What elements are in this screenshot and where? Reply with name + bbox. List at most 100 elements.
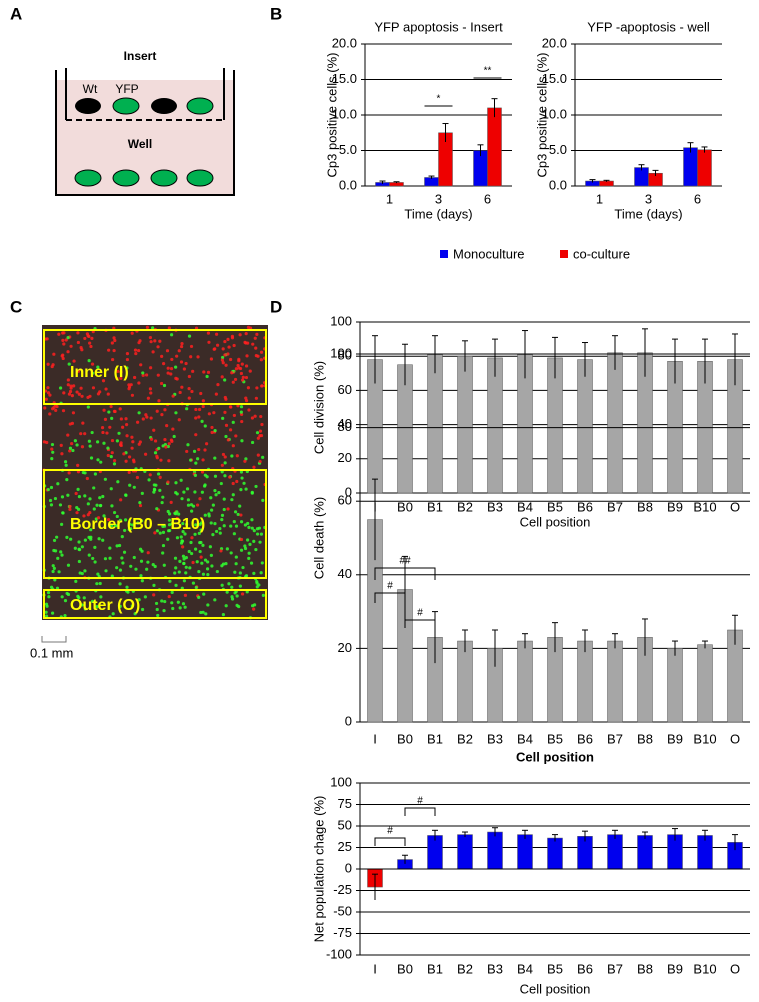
cell-dot	[170, 522, 174, 526]
cell-dot	[254, 396, 258, 400]
cell-dot	[220, 513, 225, 517]
chart-title: YFP apoptosis - Insert	[374, 19, 503, 34]
cell-dot	[161, 530, 166, 534]
cell-dot	[67, 471, 71, 475]
cell-dot	[221, 347, 225, 351]
cell-dot	[158, 531, 162, 535]
cell-dot	[167, 459, 171, 463]
cell-dot	[167, 518, 172, 522]
cell-dot	[162, 383, 167, 388]
cell-dot	[61, 338, 65, 342]
cell-dot	[166, 480, 170, 484]
cell-dot	[72, 384, 76, 388]
y-tick-label: 0.0	[549, 177, 567, 192]
bar	[637, 835, 653, 870]
cell-dot	[152, 483, 156, 487]
cell-dot	[258, 434, 262, 438]
y-tick-label: 10.0	[542, 106, 567, 121]
cell-dot	[73, 439, 77, 443]
cell-dot	[229, 405, 233, 409]
x-tick-label: B5	[547, 499, 563, 514]
cell-dot	[202, 370, 206, 374]
cell-dot	[173, 556, 178, 560]
panel-label: D	[270, 297, 282, 316]
cell-dot	[147, 478, 151, 482]
cell-dot	[221, 562, 226, 566]
cell-dot	[166, 444, 170, 449]
cell-dot	[76, 340, 80, 345]
cell-dot	[234, 562, 238, 566]
cell-dot	[115, 544, 119, 548]
cell-dot	[239, 520, 244, 524]
cell-dot	[207, 512, 211, 516]
cell-dot	[120, 535, 124, 539]
cell-dot	[149, 366, 153, 370]
cell-dot	[76, 331, 80, 335]
yfp-cell	[186, 169, 214, 187]
cell-dot	[125, 422, 129, 427]
cell-dot	[223, 353, 227, 357]
cell-dot	[110, 451, 114, 455]
cell-dot	[182, 367, 186, 371]
cell-dot	[222, 524, 226, 528]
scale-bar	[41, 636, 67, 643]
cell-dot	[245, 590, 249, 594]
cell-dot	[220, 517, 224, 522]
cell-dot	[151, 326, 155, 330]
y-tick-label: 10.0	[332, 106, 357, 121]
y-tick-label: -100	[326, 946, 352, 961]
significance-bracket	[374, 592, 406, 603]
cell-dot	[110, 416, 114, 420]
cell-dot	[69, 344, 73, 348]
cell-dot	[234, 434, 238, 438]
cell-dot	[76, 470, 81, 474]
cell-dot	[80, 394, 84, 398]
wt-cell	[75, 98, 101, 114]
cell-dot	[102, 441, 106, 445]
significance-label: #	[387, 826, 393, 837]
cell-dot	[177, 512, 181, 516]
cell-dot	[65, 591, 69, 596]
cell-dot	[177, 570, 181, 574]
cell-dot	[175, 377, 179, 381]
cell-dot	[79, 346, 83, 350]
cell-dot	[103, 477, 107, 481]
x-tick-label: B2	[457, 961, 473, 976]
cell-dot	[210, 564, 214, 568]
legend-label: Monoculture	[453, 246, 525, 261]
cell-dot	[213, 522, 217, 526]
cell-dot	[99, 503, 103, 508]
cell-dot	[75, 443, 79, 447]
cell-dot	[143, 595, 147, 599]
cell-dot	[226, 352, 230, 356]
cell-dot	[122, 550, 127, 554]
cell-dot	[212, 347, 216, 351]
cell-dot	[167, 442, 171, 446]
cell-dot	[182, 561, 186, 566]
cell-dot	[239, 488, 243, 492]
significance-bracket	[404, 619, 436, 628]
cell-dot	[184, 571, 188, 575]
cell-dot	[125, 357, 130, 362]
x-tick-label: B0	[397, 961, 413, 976]
cell-dot	[171, 394, 175, 398]
cell-dot	[163, 438, 167, 442]
cell-dot	[155, 607, 159, 612]
cell-dot	[124, 493, 128, 497]
y-axis-label: Cell division (%)	[311, 361, 326, 454]
cell-dot	[189, 344, 194, 349]
cell-dot	[90, 362, 95, 366]
cell-dot	[68, 507, 72, 511]
cell-dot	[125, 585, 129, 589]
cell-dot	[95, 582, 99, 586]
cell-dot	[213, 598, 217, 602]
cell-dot	[46, 591, 51, 595]
cell-dot	[225, 590, 229, 594]
cell-dot	[198, 407, 202, 412]
cell-dot	[194, 433, 198, 437]
x-tick-label: B1	[427, 731, 443, 746]
cell-dot	[49, 503, 54, 507]
bar	[607, 352, 623, 494]
cell-dot	[225, 547, 229, 551]
